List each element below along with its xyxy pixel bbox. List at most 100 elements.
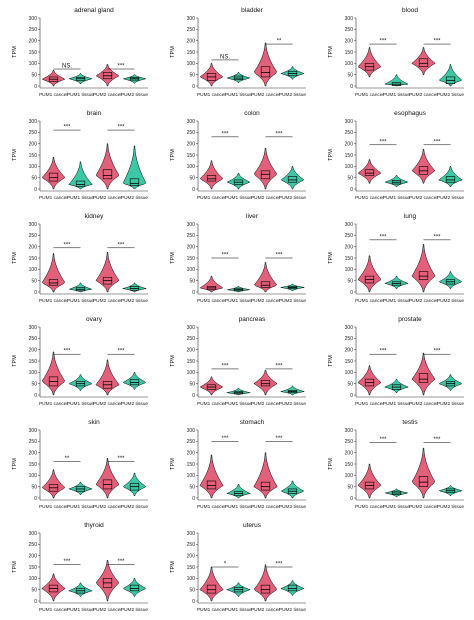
x-tick-label: PUM1 tissue	[67, 298, 95, 304]
violin-shape	[383, 378, 410, 393]
box-iqr	[206, 175, 217, 182]
y-tick-label: 0	[350, 84, 353, 90]
box-iqr	[260, 379, 271, 387]
y-axis-label: TPM	[12, 561, 18, 573]
y-tick-label: 150	[345, 359, 354, 365]
x-tick-label: PUM1 cancer	[355, 298, 384, 304]
y-tick-label: 50	[189, 381, 195, 387]
y-tick-label: 300	[345, 325, 354, 331]
y-tick-label: 200	[345, 141, 354, 147]
panel-title: pancreas	[239, 316, 266, 323]
x-tick-label: PUM1 cancer	[197, 195, 226, 201]
y-tick-label: 300	[345, 119, 354, 125]
y-tick-label: 0	[34, 84, 37, 90]
violin-shape	[438, 271, 463, 289]
significance-label: ***	[221, 131, 229, 137]
significance-label: ***	[433, 39, 441, 45]
panel-title: prostate	[398, 316, 422, 323]
y-tick-label: 250	[187, 542, 196, 548]
x-tick-label: PUM1 cancer	[39, 401, 68, 407]
violin-shape	[95, 359, 120, 396]
x-tick-label: PUM2 tissue	[279, 298, 307, 304]
significance-label: NS.	[220, 54, 230, 60]
violin-shape	[411, 447, 436, 499]
significance-label: ***	[117, 349, 125, 355]
violin-shape	[226, 172, 251, 190]
x-tick-label: PUM1 tissue	[67, 401, 95, 407]
x-tick-label: PUM1 tissue	[383, 504, 411, 510]
y-tick-label: 100	[187, 576, 196, 582]
y-axis-label: TPM	[328, 458, 334, 470]
box-iqr	[206, 584, 217, 594]
y-tick-label: 200	[29, 450, 38, 456]
x-tick-label: PUM2 tissue	[121, 92, 149, 98]
x-tick-label: PUM1 cancer	[39, 92, 68, 98]
violin-shape	[122, 282, 147, 293]
y-tick-label: 200	[187, 347, 196, 353]
x-tick-label: PUM2 tissue	[437, 195, 465, 201]
violin-shape	[122, 372, 147, 390]
box-iqr	[75, 180, 86, 188]
y-tick-label: 250	[29, 27, 38, 33]
y-tick-label: 300	[29, 428, 38, 434]
y-tick-label: 200	[345, 38, 354, 44]
y-tick-label: 300	[345, 428, 354, 434]
significance-label: ***	[221, 253, 229, 259]
box-iqr	[48, 172, 59, 182]
x-tick-label: PUM2 cancer	[251, 195, 280, 201]
y-tick-label: 250	[29, 439, 38, 445]
violin-shape	[41, 351, 66, 396]
significance-label: ***	[117, 64, 125, 70]
x-tick-label: PUM2 cancer	[93, 298, 122, 304]
violin-shape	[411, 47, 436, 75]
panel-prostate: prostate 0 50 100 150 200 250 300 TPM PUM1 cancer…	[328, 316, 464, 407]
y-tick-label: 100	[345, 370, 354, 376]
y-tick-label: 0	[34, 599, 37, 605]
y-tick-label: 300	[187, 325, 196, 331]
violin-shape	[226, 286, 251, 293]
panel-title: bladder	[241, 7, 264, 14]
y-tick-label: 300	[187, 119, 196, 125]
panel-title: adrenal gland	[74, 7, 114, 14]
y-tick-label: 50	[189, 484, 195, 490]
panel-title: skin	[88, 419, 100, 426]
violin-shape	[68, 374, 93, 391]
x-tick-label: PUM2 cancer	[409, 92, 438, 98]
x-tick-label: PUM2 tissue	[279, 195, 307, 201]
y-tick-label: 150	[345, 50, 354, 56]
violin-shape	[225, 484, 252, 499]
y-tick-label: 0	[350, 393, 353, 399]
y-tick-label: 200	[29, 244, 38, 250]
violin-shape	[123, 145, 146, 190]
x-tick-label: PUM1 tissue	[383, 401, 411, 407]
x-tick-label: PUM2 cancer	[93, 607, 122, 613]
x-tick-label: PUM2 cancer	[93, 92, 122, 98]
significance-label: ***	[433, 349, 441, 355]
y-axis-label: TPM	[328, 149, 334, 161]
x-tick-label: PUM2 tissue	[279, 401, 307, 407]
box-iqr	[260, 481, 271, 491]
y-tick-label: 200	[29, 553, 38, 559]
violin-shape	[226, 72, 251, 83]
y-tick-label: 300	[187, 222, 196, 228]
x-tick-label: PUM1 tissue	[383, 195, 411, 201]
y-tick-label: 200	[29, 141, 38, 147]
y-tick-label: 300	[187, 531, 196, 537]
x-tick-label: PUM2 cancer	[409, 401, 438, 407]
panel-title: kidney	[85, 213, 105, 220]
x-tick-label: PUM1 cancer	[39, 607, 68, 613]
panel-esophagus: esophagus 0 50 100 150 200 250 300 TPM PUM1 cance…	[328, 110, 464, 201]
significance-label: ***	[433, 139, 441, 145]
x-tick-label: PUM2 cancer	[251, 607, 280, 613]
panel-title: lung	[404, 213, 417, 220]
violin-shape	[280, 166, 305, 190]
box-iqr	[287, 584, 298, 592]
x-tick-label: PUM1 cancer	[197, 607, 226, 613]
violin-shape	[253, 452, 278, 499]
x-tick-label: PUM2 tissue	[279, 504, 307, 510]
y-tick-label: 50	[347, 484, 353, 490]
y-tick-label: 0	[34, 393, 37, 399]
